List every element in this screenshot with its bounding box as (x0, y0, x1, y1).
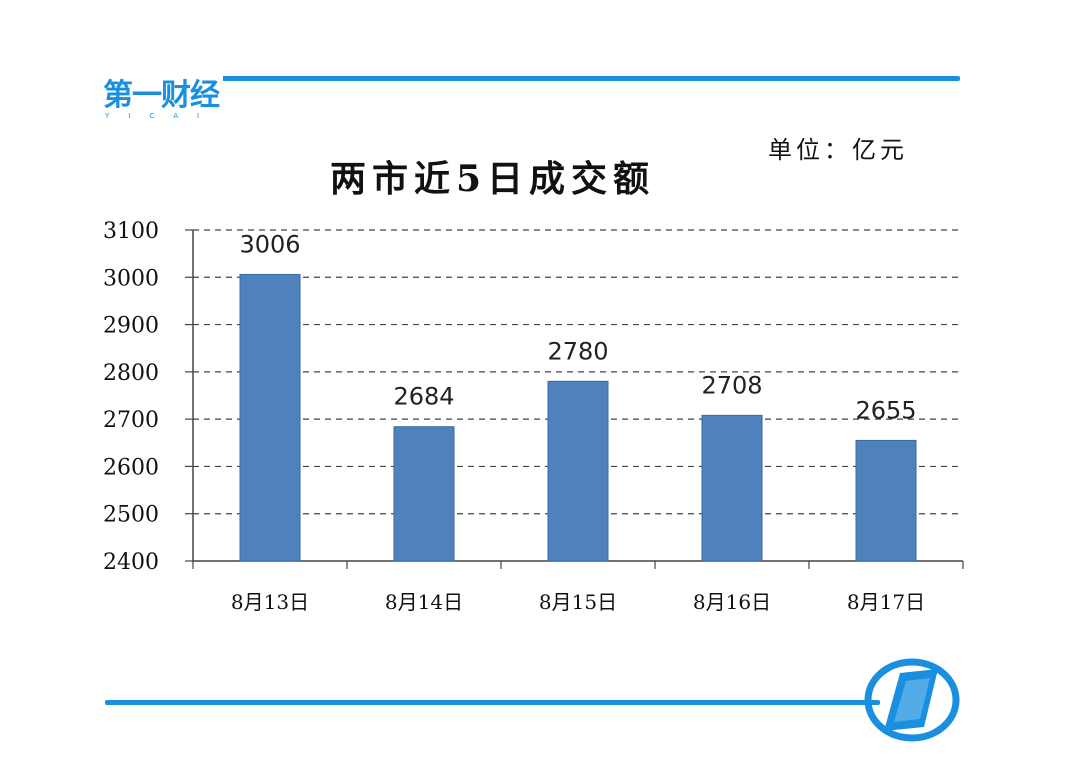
bar-4 (701, 414, 763, 562)
header-divider (110, 76, 960, 81)
data-label-1: 3006 (239, 230, 300, 258)
logo-subtext: YICAI (105, 112, 219, 120)
bar-3 (547, 380, 609, 562)
y-tick-label: 2700 (103, 408, 159, 433)
unit-label: 单位：亿元 (768, 136, 908, 164)
y-tick-label: 2500 (103, 503, 159, 528)
data-label-2: 2684 (393, 383, 454, 411)
y-tick-label: 2400 (103, 550, 159, 575)
bar-2 (393, 426, 455, 562)
x-tick-label-5: 8月17日 (847, 590, 925, 614)
y-tick-label: 2800 (103, 361, 159, 386)
data-label-3: 2780 (547, 337, 608, 365)
x-tick-label-1: 8月13日 (231, 590, 309, 614)
bar-5 (855, 439, 917, 562)
y-tick-label: 2600 (103, 455, 159, 480)
data-label-5: 2655 (855, 396, 916, 424)
y-tick-label: 3100 (103, 219, 159, 244)
y-tick-label: 2900 (103, 314, 159, 339)
yicai-emblem-icon (864, 658, 960, 742)
x-tick-label-2: 8月14日 (385, 590, 463, 614)
logo-text: 第一财经 (103, 70, 223, 114)
footer-divider (105, 700, 880, 705)
data-label-4: 2708 (701, 371, 762, 399)
chart-title: 两市近5日成交额 (330, 158, 656, 200)
y-tick-label: 3000 (103, 266, 159, 291)
bar-1 (239, 273, 301, 562)
x-tick-label-3: 8月15日 (539, 590, 617, 614)
yicai-logo: 第一财经 YICAI (103, 70, 223, 120)
x-tick-label-4: 8月16日 (693, 590, 771, 614)
